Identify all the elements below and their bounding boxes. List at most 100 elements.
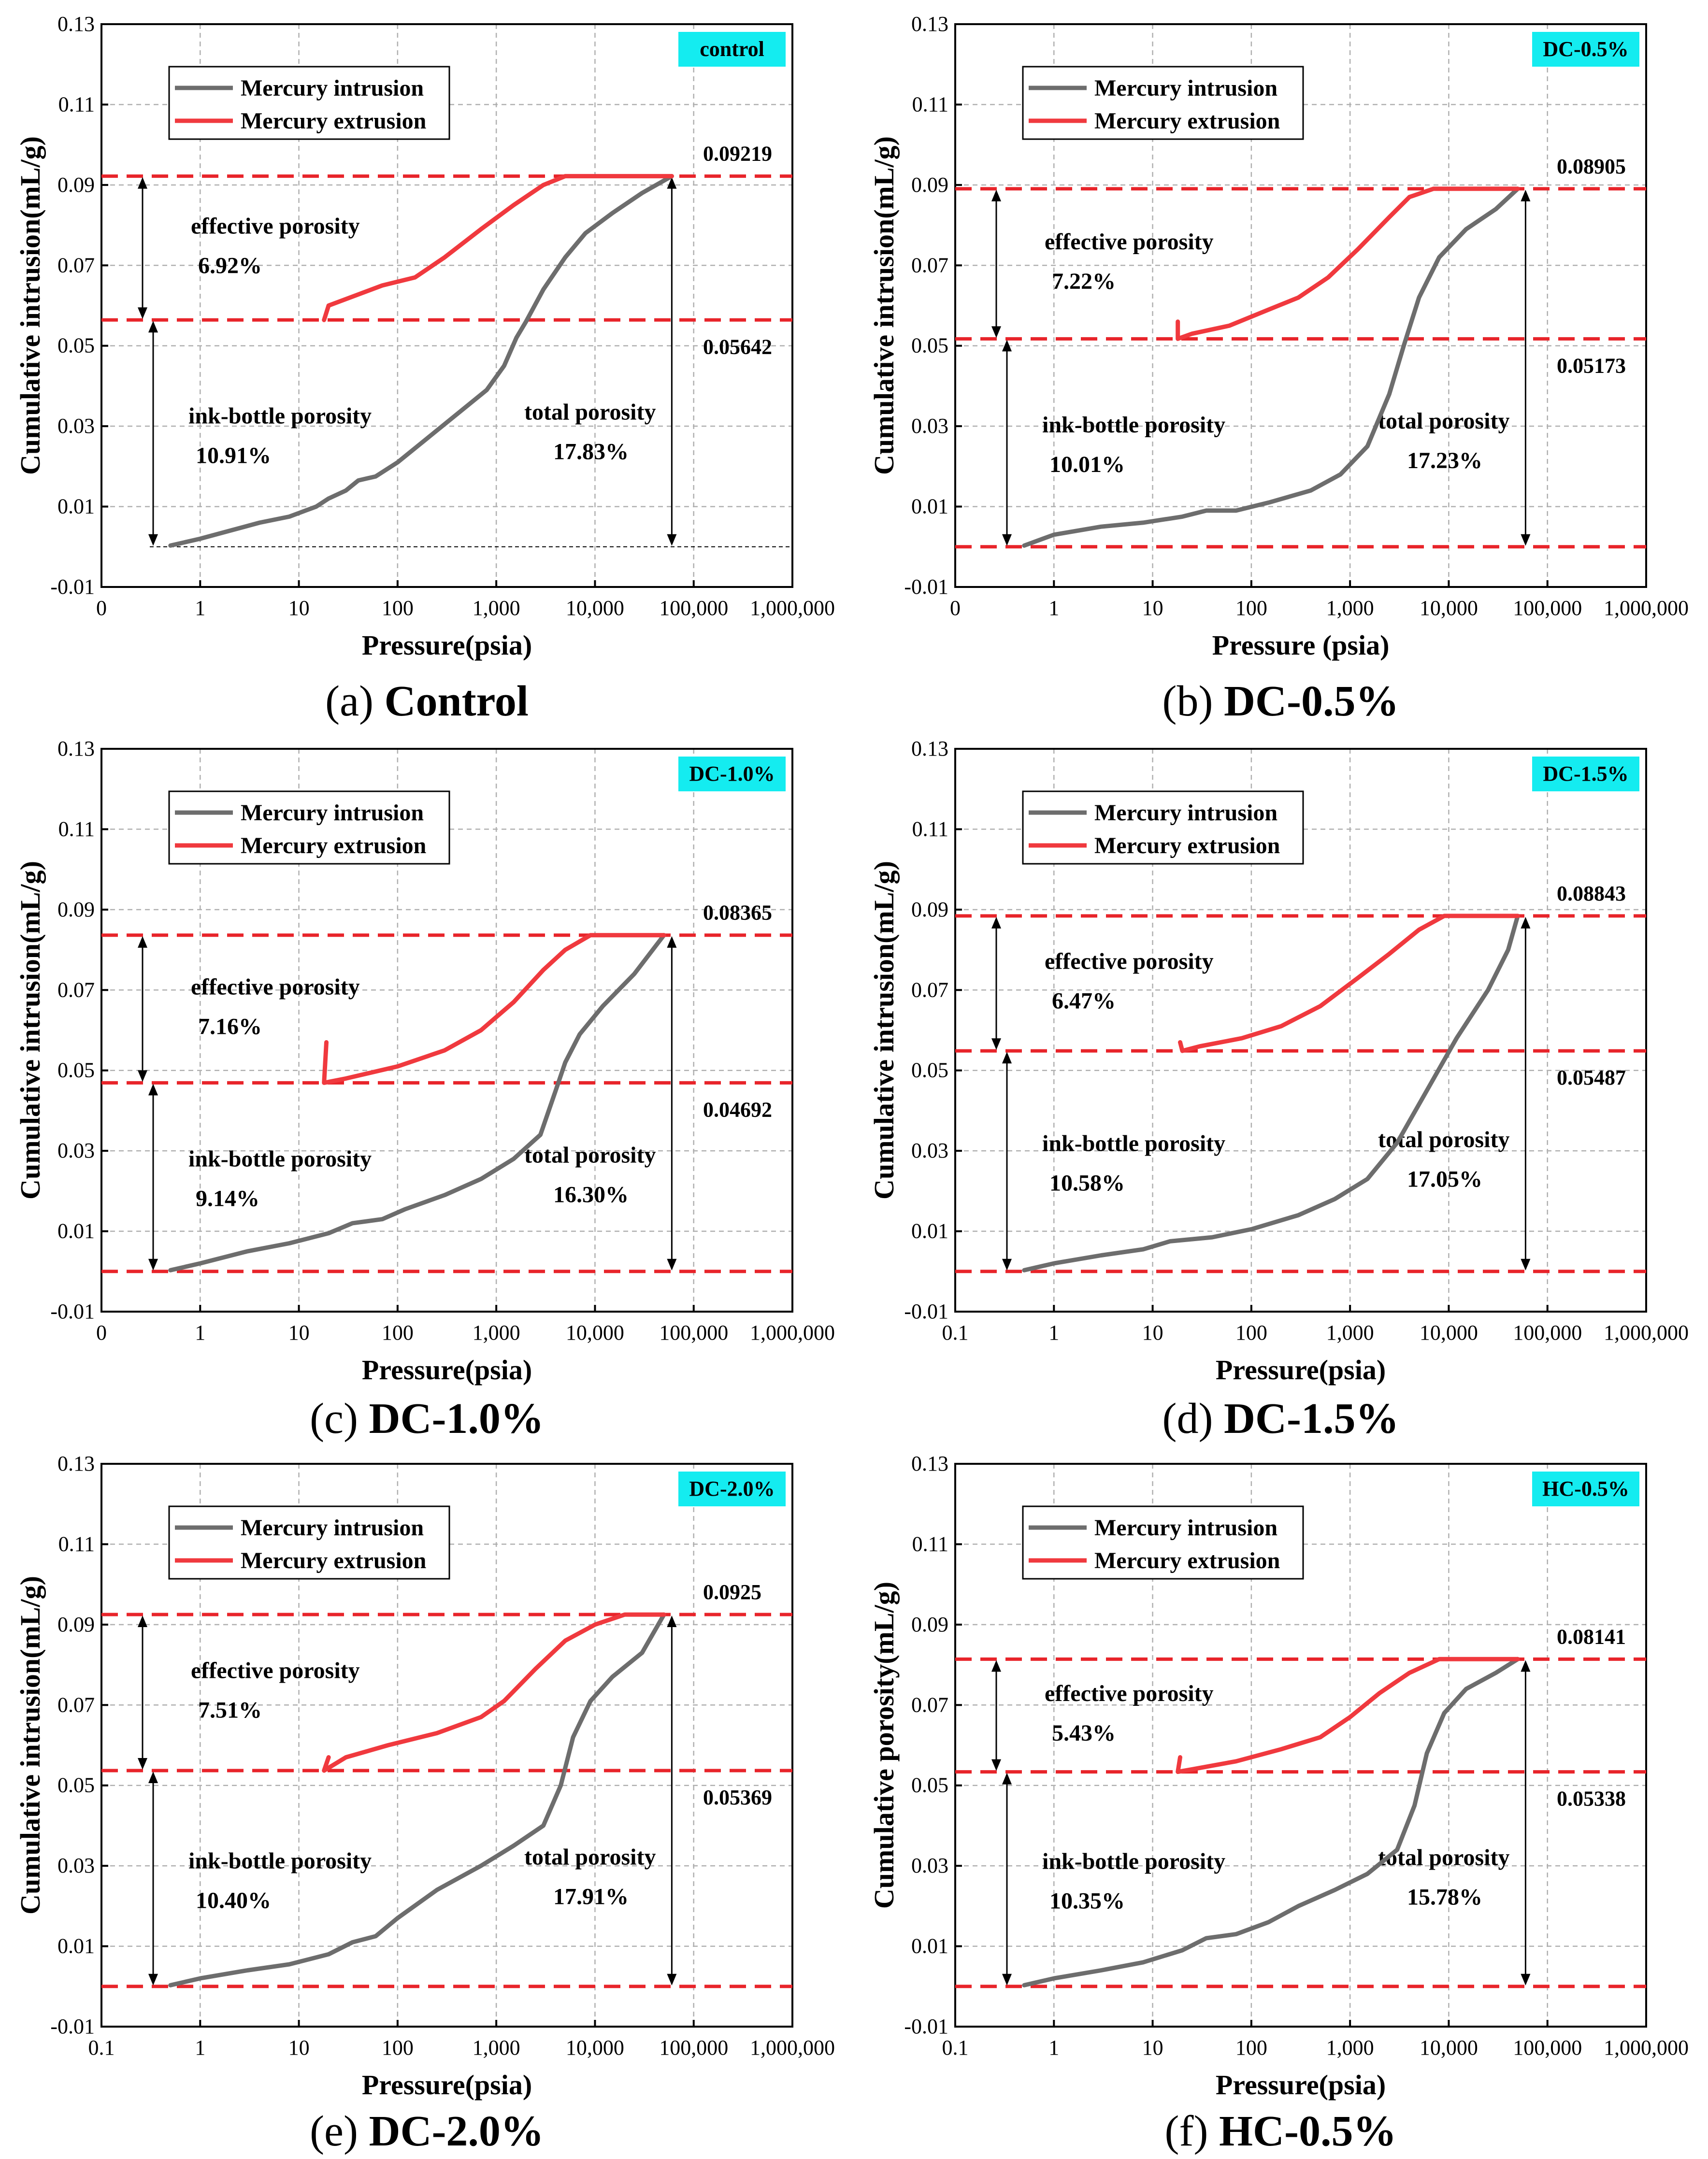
x-tick-label: 10	[1142, 1321, 1163, 1344]
y-tick-label: -0.01	[904, 2015, 948, 2038]
y-tick-label: 0.03	[57, 1854, 95, 1877]
y-tick-label: -0.01	[904, 1300, 948, 1323]
ink-bottle-arrow-head-bottom	[148, 1973, 158, 1986]
x-tick-label: 10	[1142, 2036, 1163, 2059]
x-tick-label: 100,000	[1513, 2036, 1582, 2059]
ink-bottle-arrow-head-top	[1002, 1052, 1012, 1064]
legend-extrusion-label: Mercury extrusion	[1094, 108, 1280, 134]
effective-arrow-head-bottom	[138, 1070, 147, 1082]
panel-a: -0.01 0.01 0.03 0.05 0.07 0.09 0.11 0.13 0 1 10 100…	[0, 0, 854, 725]
intrusion-curve	[168, 1612, 666, 1987]
x-tick-label: 10	[288, 596, 310, 620]
effective-arrow-head-top	[138, 936, 147, 948]
chart-f: -0.010.010.030.050.070.090.110.130.1 1 10 1…	[868, 1452, 1689, 2101]
total-porosity-value: 16.30%	[553, 1182, 629, 1207]
x-tick-label: 1,000,000	[750, 596, 835, 620]
y-tick-label: 0.11	[912, 1532, 948, 1556]
y-tick-label: 0.07	[57, 978, 95, 1001]
lower-value-label: 0.04692	[703, 1098, 772, 1121]
effective-arrow-head-bottom	[991, 1759, 1001, 1771]
ink-bottle-arrow-head-top	[1002, 340, 1012, 352]
ink-bottle-arrow-head-bottom	[1002, 1258, 1012, 1271]
y-tick-label: 0.13	[911, 12, 948, 36]
panel-f: -0.01 0.01 0.03 0.05 0.07 0.09 0.11 0.13 0.1 1 10 1…	[854, 1440, 1708, 2159]
intrusion-curve	[1022, 186, 1520, 548]
extrusion-curve	[1176, 186, 1520, 341]
y-tick-label: 0.03	[57, 1139, 95, 1162]
x-tick-label: 100,000	[659, 2036, 728, 2059]
x-tick-label: 1,000,000	[1604, 596, 1689, 620]
sample-badge-label: DC-1.5%	[1543, 762, 1628, 786]
x-tick-label: 10,000	[1420, 1321, 1478, 1344]
y-tick-label: 0.07	[57, 253, 95, 277]
y-tick-label: 0.11	[58, 817, 95, 841]
y-tick-label: 0.09	[57, 898, 95, 921]
x-axis-label: Pressure (psia)	[1212, 629, 1390, 661]
x-tick-label: 1,000,000	[1604, 1321, 1689, 1344]
total-arrow-head-bottom	[1521, 534, 1531, 546]
x-tick-label: 0.1	[942, 1321, 969, 1344]
lower-value-label: 0.05487	[1557, 1066, 1626, 1089]
effective-porosity-label: effective porosity	[191, 213, 360, 239]
effective-arrow-head-top	[138, 1616, 147, 1628]
total-porosity-value: 17.83%	[553, 439, 629, 464]
total-arrow-head-bottom	[1521, 1258, 1531, 1271]
legend-intrusion-label: Mercury intrusion	[1094, 75, 1277, 101]
x-tick-label: 1,000	[473, 596, 520, 620]
total-arrow-head-top	[1521, 189, 1531, 201]
ink-bottle-arrow-head-top	[148, 1772, 158, 1784]
legend-intrusion-label: Mercury intrusion	[241, 75, 424, 101]
sample-badge-label: DC-0.5%	[1543, 37, 1628, 61]
x-axis-label: Pressure(psia)	[362, 2069, 532, 2101]
total-arrow-head-bottom	[667, 1258, 677, 1271]
y-tick-label: 0.01	[57, 1219, 95, 1243]
extrusion-curve	[1176, 1657, 1520, 1774]
x-tick-label: 100	[382, 2036, 414, 2059]
lower-value-label: 0.05369	[703, 1786, 772, 1809]
intrusion-curve	[1022, 914, 1520, 1273]
plot-frame	[954, 1463, 1647, 2028]
x-tick-label: 10	[288, 2036, 310, 2059]
total-porosity-label: total porosity	[1378, 1845, 1509, 1871]
x-tick-label: 1,000	[1326, 2036, 1374, 2059]
chart-e: -0.010.010.030.050.070.090.110.130.1 1 10 1…	[14, 1452, 835, 2101]
intrusion-curve	[168, 933, 666, 1273]
x-tick-label: 1,000,000	[750, 2036, 835, 2059]
y-tick-label: 0.13	[911, 1452, 948, 1475]
intrusion-curve	[168, 174, 674, 548]
sample-badge-label: HC-0.5%	[1542, 1477, 1629, 1501]
x-tick-label: 1,000,000	[750, 1321, 835, 1344]
y-tick-label: 0.13	[57, 737, 95, 760]
effective-arrow-head-top	[991, 1660, 1001, 1672]
x-tick-label: 1	[1048, 596, 1059, 620]
x-tick-label: 100	[1235, 2036, 1267, 2059]
y-tick-label: 0.09	[57, 173, 95, 197]
legend-extrusion-label: Mercury extrusion	[1094, 833, 1280, 858]
y-tick-label: -0.01	[50, 575, 95, 599]
y-axis-label: Cumulative intrusion(mL/g)	[868, 136, 900, 475]
ink-bottle-arrow-head-bottom	[1002, 1973, 1012, 1986]
y-tick-label: 0.09	[57, 1613, 95, 1636]
x-tick-label: 0.1	[942, 2036, 969, 2059]
y-tick-label: 0.05	[911, 1058, 948, 1082]
total-arrow-head-bottom	[667, 1973, 677, 1986]
plot-frame	[100, 1463, 793, 2028]
y-tick-label: -0.01	[904, 575, 948, 599]
caption-e: (e) DC-2.0%	[310, 2107, 544, 2155]
x-tick-label: 100	[382, 596, 414, 620]
caption-f: (f) HC-0.5%	[1164, 2107, 1397, 2155]
total-porosity-value: 17.05%	[1407, 1167, 1482, 1192]
y-tick-label: 0.11	[912, 817, 948, 841]
total-arrow-head-top	[1521, 1660, 1531, 1672]
y-tick-label: 0.09	[911, 1613, 948, 1636]
plot-frame	[100, 748, 793, 1313]
y-tick-label: 0.13	[57, 12, 95, 36]
panel-d: -0.01 0.01 0.03 0.05 0.07 0.09 0.11 0.13 0.1 1 10 1…	[854, 725, 1708, 1443]
x-tick-label: 100,000	[1513, 596, 1582, 620]
y-tick-label: 0.05	[57, 1058, 95, 1082]
ink-bottle-arrow-head-top	[1002, 1773, 1012, 1785]
effective-arrow-head-top	[138, 177, 147, 189]
y-axis-label: Cumulative intrusion(mL/g)	[868, 861, 900, 1200]
chart-d: -0.010.010.030.050.070.090.110.130.1 1 10 1…	[868, 737, 1689, 1386]
